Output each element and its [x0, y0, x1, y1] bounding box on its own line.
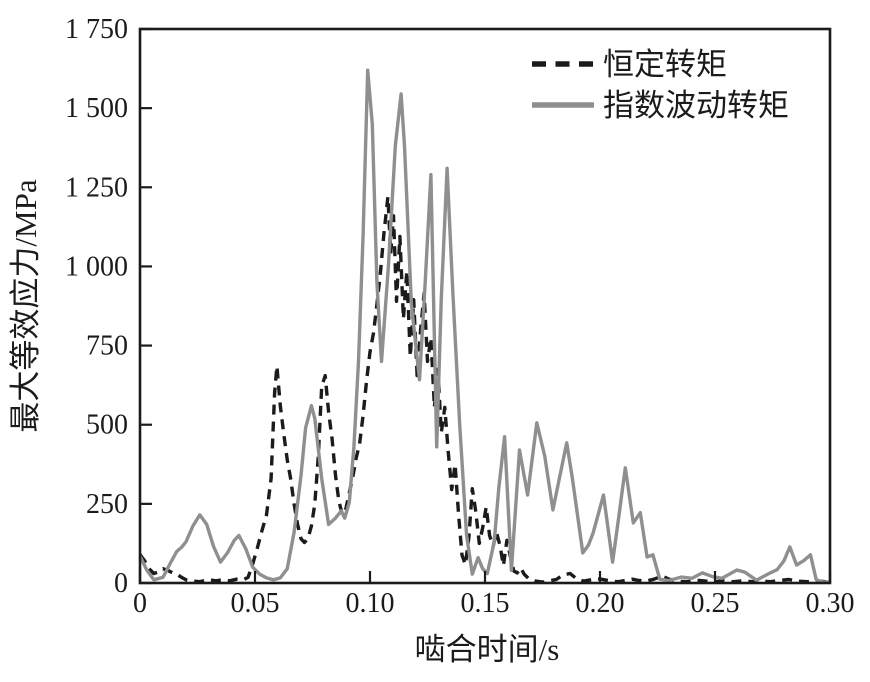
y-tick-label: 750 [86, 331, 128, 362]
y-axis-title: 最大等效应力/MPa [8, 179, 43, 432]
x-tick-label: 0.15 [461, 588, 510, 619]
legend: 恒定转矩 指数波动转矩 [532, 47, 789, 123]
y-axis-ticks: 0 250 500 750 1 000 1 250 1 500 1 750 [65, 14, 152, 599]
x-tick-label: 0.25 [691, 588, 740, 619]
y-tick-label: 1 000 [65, 251, 128, 282]
series-constant-torque [138, 195, 830, 584]
legend-label-exponential-torque: 指数波动转矩 [603, 88, 789, 123]
y-tick-label: 1 750 [65, 14, 128, 45]
x-axis-title: 啮合时间/s [415, 632, 560, 667]
x-tick-label: 0.05 [231, 588, 280, 619]
x-axis-ticks: 0 0.05 0.10 0.15 0.20 0.25 0.30 [133, 571, 855, 619]
x-tick-label: 0.20 [576, 588, 625, 619]
y-tick-label: 1 250 [65, 172, 128, 203]
x-tick-label: 0.30 [806, 588, 855, 619]
y-tick-label: 250 [86, 489, 128, 520]
y-tick-label: 0 [114, 568, 128, 599]
y-tick-label: 500 [86, 410, 128, 441]
series-exponential-torque [138, 68, 830, 584]
legend-label-constant-torque: 恒定转矩 [603, 47, 727, 82]
y-tick-label: 1 500 [65, 93, 128, 124]
x-tick-label: 0 [133, 588, 147, 619]
data-curves [138, 68, 830, 584]
x-tick-label: 0.10 [346, 588, 395, 619]
